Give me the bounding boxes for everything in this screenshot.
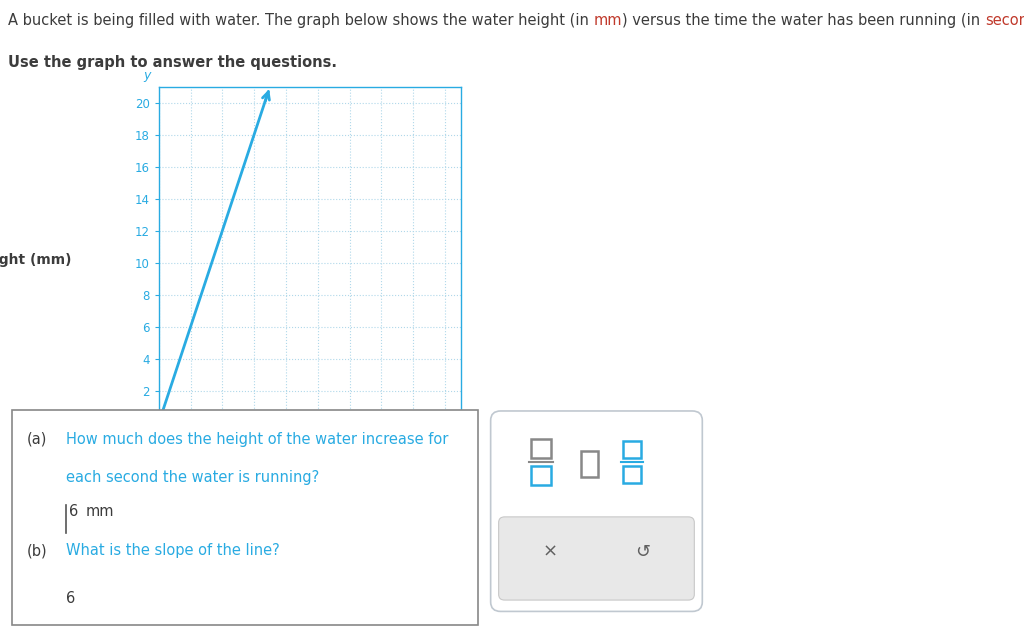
Text: What is the slope of the line?: What is the slope of the line?: [66, 544, 280, 558]
Text: (a): (a): [27, 432, 47, 447]
Text: ×: ×: [543, 543, 558, 561]
Text: each second the water is running?: each second the water is running?: [66, 470, 319, 485]
Text: ↺: ↺: [635, 543, 650, 561]
FancyBboxPatch shape: [12, 410, 478, 625]
X-axis label: Time (seconds): Time (seconds): [250, 452, 370, 466]
Text: (b): (b): [27, 544, 47, 558]
Bar: [530, 439, 551, 458]
Text: mm: mm: [86, 504, 115, 519]
Text: 6: 6: [66, 590, 75, 606]
Text: ) versus the time the water has been running (in: ) versus the time the water has been run…: [623, 13, 985, 28]
Text: Height (mm): Height (mm): [0, 253, 72, 267]
Text: 6: 6: [70, 504, 79, 519]
Text: mm: mm: [594, 13, 623, 28]
Bar: [624, 466, 641, 483]
Text: How much does the height of the water increase for: How much does the height of the water in…: [66, 432, 449, 447]
FancyBboxPatch shape: [490, 411, 702, 612]
Bar: [530, 466, 551, 485]
Text: A bucket is being filled with water. The graph below shows the water height (in: A bucket is being filled with water. The…: [8, 13, 594, 28]
FancyBboxPatch shape: [499, 517, 694, 600]
Text: Use the graph to answer the questions.: Use the graph to answer the questions.: [8, 55, 337, 70]
Text: seconds: seconds: [985, 13, 1024, 28]
Text: y: y: [143, 69, 151, 81]
Bar: [581, 451, 598, 477]
Bar: [624, 441, 641, 458]
Text: x: x: [464, 437, 471, 451]
